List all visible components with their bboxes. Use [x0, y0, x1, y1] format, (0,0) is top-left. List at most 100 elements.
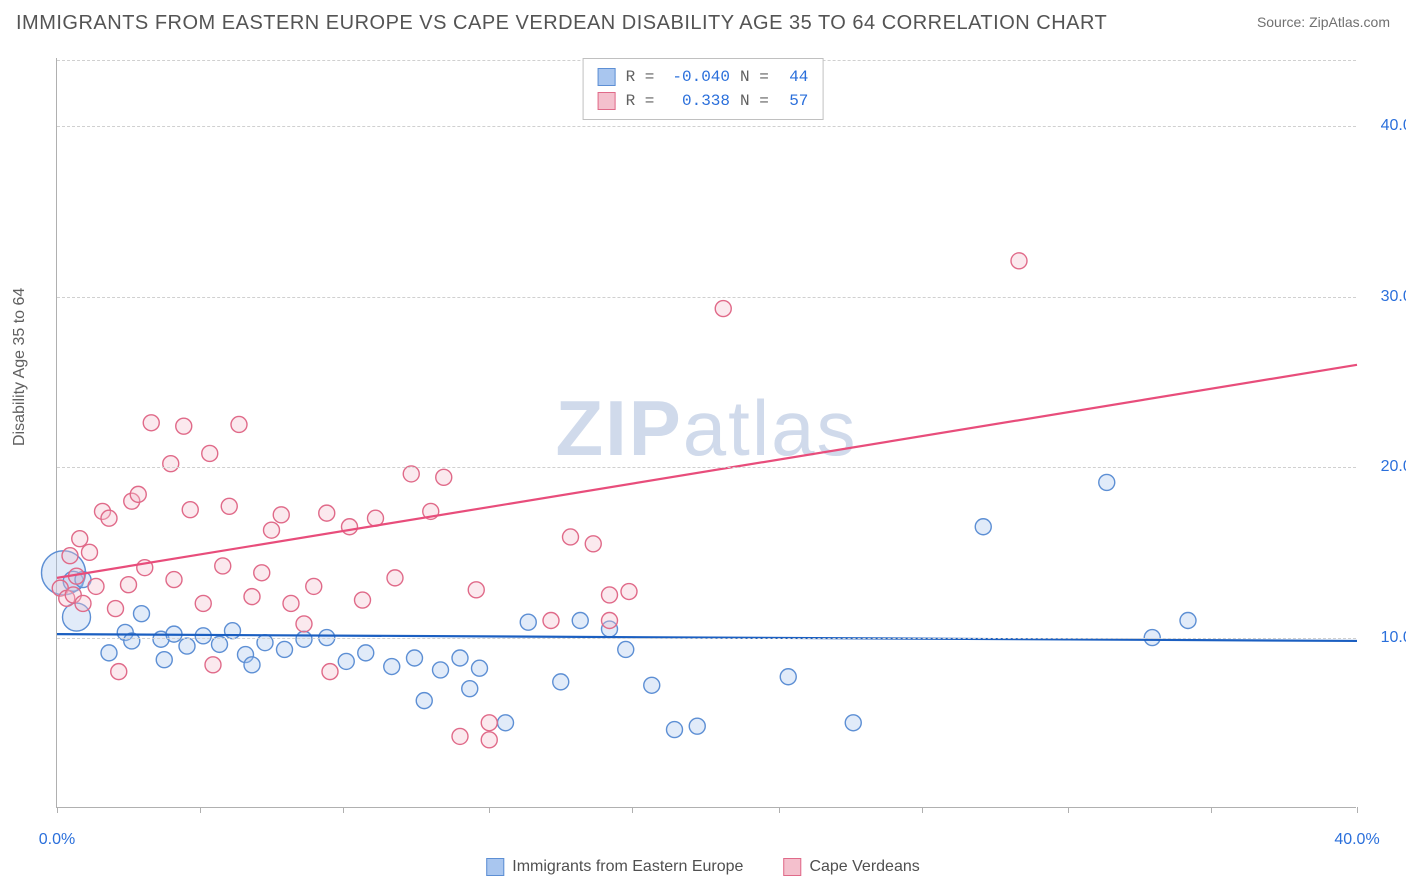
stats-n-1: 57 [778, 89, 808, 113]
data-point [355, 592, 371, 608]
data-point [481, 715, 497, 731]
stats-row: R = -0.040 N = 44 [598, 65, 809, 89]
data-point [715, 301, 731, 317]
data-point [602, 587, 618, 603]
data-point [342, 519, 358, 535]
data-point [205, 657, 221, 673]
legend-item: Immigrants from Eastern Europe [486, 858, 743, 876]
data-point [1011, 253, 1027, 269]
data-point [644, 677, 660, 693]
data-point [618, 641, 634, 657]
data-point [975, 519, 991, 535]
data-point [111, 664, 127, 680]
stats-swatch-pink [598, 92, 616, 110]
data-point [156, 652, 172, 668]
stats-row: R = 0.338 N = 57 [598, 89, 809, 113]
data-point [845, 715, 861, 731]
data-point [452, 650, 468, 666]
data-point [182, 502, 198, 518]
data-point [176, 418, 192, 434]
data-point [780, 669, 796, 685]
source-attribution: Source: ZipAtlas.com [1257, 14, 1390, 30]
bottom-legend: Immigrants from Eastern Europe Cape Verd… [486, 858, 920, 876]
plot-area: ZIPatlas 10.0%20.0%30.0%40.0%0.0%40.0% [56, 58, 1356, 808]
chart-title: IMMIGRANTS FROM EASTERN EUROPE VS CAPE V… [16, 12, 1107, 35]
stats-legend-box: R = -0.040 N = 44 R = 0.338 N = 57 [583, 58, 824, 120]
data-point [322, 664, 338, 680]
data-point [338, 653, 354, 669]
trend-line [57, 365, 1357, 578]
data-point [254, 565, 270, 581]
data-point [481, 732, 497, 748]
data-point [563, 529, 579, 545]
stats-swatch-blue [598, 68, 616, 86]
legend-swatch-blue [486, 858, 504, 876]
data-point [221, 498, 237, 514]
data-point [296, 616, 312, 632]
data-point [195, 595, 211, 611]
data-point [358, 645, 374, 661]
data-point [134, 606, 150, 622]
data-point [166, 572, 182, 588]
y-tick-label: 40.0% [1366, 117, 1406, 135]
legend-item: Cape Verdeans [783, 858, 919, 876]
data-point [452, 728, 468, 744]
data-point [403, 466, 419, 482]
data-point [520, 614, 536, 630]
data-point [283, 595, 299, 611]
data-point [108, 601, 124, 617]
data-point [212, 636, 228, 652]
data-point [225, 623, 241, 639]
data-point [277, 641, 293, 657]
data-point [689, 718, 705, 734]
y-tick-label: 30.0% [1366, 288, 1406, 306]
data-point [101, 645, 117, 661]
y-axis-label: Disability Age 35 to 64 [11, 288, 29, 446]
data-point [621, 584, 637, 600]
data-point [384, 659, 400, 675]
data-point [62, 548, 78, 564]
x-tick-label: 40.0% [1334, 831, 1379, 849]
data-point [436, 469, 452, 485]
x-tick-label: 0.0% [39, 831, 75, 849]
data-point [82, 544, 98, 560]
chart-container: IMMIGRANTS FROM EASTERN EUROPE VS CAPE V… [0, 0, 1406, 892]
stats-n-0: 44 [778, 65, 808, 89]
data-point [602, 613, 618, 629]
data-point [130, 486, 146, 502]
data-point [667, 722, 683, 738]
data-point [319, 505, 335, 521]
stats-r-0: -0.040 [664, 65, 730, 89]
y-tick-label: 20.0% [1366, 458, 1406, 476]
data-point [101, 510, 117, 526]
data-point [572, 613, 588, 629]
data-point [472, 660, 488, 676]
data-point [202, 445, 218, 461]
legend-swatch-pink [783, 858, 801, 876]
data-point [306, 578, 322, 594]
data-point [543, 613, 559, 629]
data-point [433, 662, 449, 678]
data-point [416, 693, 432, 709]
data-point [244, 589, 260, 605]
data-point [179, 638, 195, 654]
data-point [231, 416, 247, 432]
data-point [387, 570, 403, 586]
data-point [121, 577, 137, 593]
data-point [264, 522, 280, 538]
data-point [215, 558, 231, 574]
data-point [163, 456, 179, 472]
data-point [244, 657, 260, 673]
data-point [1180, 613, 1196, 629]
data-point [72, 531, 88, 547]
data-point [468, 582, 484, 598]
data-point [273, 507, 289, 523]
data-point [1099, 474, 1115, 490]
data-point [407, 650, 423, 666]
legend-label-0: Immigrants from Eastern Europe [512, 858, 743, 876]
data-point [75, 595, 91, 611]
data-point [88, 578, 104, 594]
data-point [553, 674, 569, 690]
data-point [296, 631, 312, 647]
data-point [462, 681, 478, 697]
